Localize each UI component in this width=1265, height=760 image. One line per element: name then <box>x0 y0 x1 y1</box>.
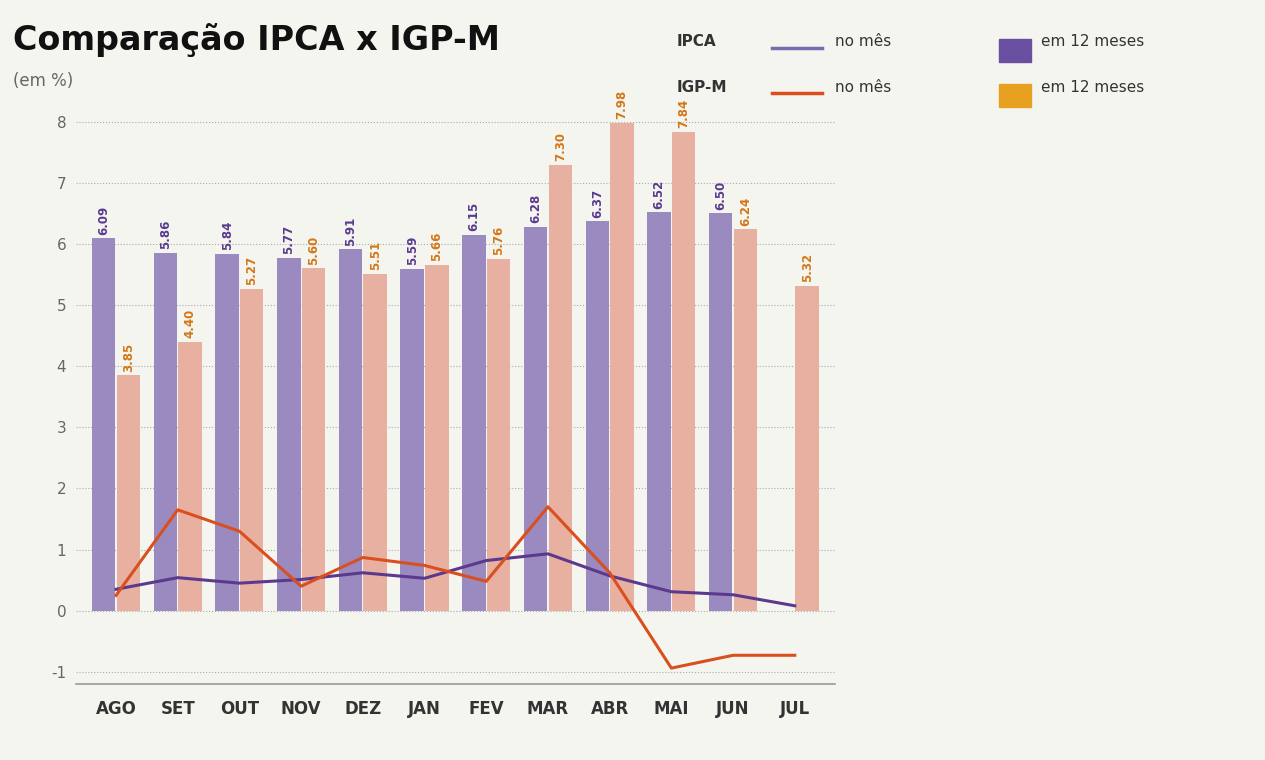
Text: 6.52: 6.52 <box>653 179 665 208</box>
Bar <box>302 268 325 611</box>
Text: 5.77: 5.77 <box>282 225 295 255</box>
Text: 5.27: 5.27 <box>245 256 258 285</box>
Text: 5.32: 5.32 <box>801 253 813 282</box>
Bar <box>425 264 449 611</box>
Text: no mês: no mês <box>835 80 891 95</box>
Text: 6.50: 6.50 <box>715 181 727 210</box>
Text: 4.40: 4.40 <box>183 309 196 338</box>
Bar <box>487 258 510 611</box>
Bar <box>240 289 263 611</box>
Bar <box>363 274 387 611</box>
Text: 6.24: 6.24 <box>739 196 751 226</box>
Text: (em %): (em %) <box>13 72 73 90</box>
Text: Comparação IPCA x IGP-M: Comparação IPCA x IGP-M <box>13 23 500 57</box>
Text: 7.98: 7.98 <box>616 90 629 119</box>
Bar <box>610 123 634 611</box>
Text: 7.30: 7.30 <box>554 132 567 161</box>
Text: 5.66: 5.66 <box>430 232 444 261</box>
Text: 5.51: 5.51 <box>368 241 382 271</box>
Bar <box>672 131 696 611</box>
Text: 6.09: 6.09 <box>97 205 110 235</box>
Text: 6.28: 6.28 <box>529 194 543 223</box>
Text: 5.76: 5.76 <box>492 226 505 255</box>
Text: no mês: no mês <box>835 34 891 49</box>
Bar <box>339 249 362 611</box>
Text: 6.15: 6.15 <box>467 202 481 231</box>
Bar <box>215 254 239 611</box>
Bar <box>648 212 670 611</box>
Bar <box>462 235 486 611</box>
Bar <box>549 164 572 611</box>
Bar <box>178 342 202 611</box>
Text: 5.86: 5.86 <box>159 220 172 249</box>
Bar <box>153 252 177 611</box>
Text: 5.60: 5.60 <box>307 236 320 264</box>
Text: 6.37: 6.37 <box>591 188 603 217</box>
Text: 5.91: 5.91 <box>344 217 357 245</box>
Text: 5.59: 5.59 <box>406 236 419 265</box>
Bar <box>734 230 758 611</box>
Bar <box>524 227 548 611</box>
Bar <box>92 239 115 611</box>
Bar <box>277 258 301 611</box>
Text: IPCA: IPCA <box>677 34 716 49</box>
Bar <box>116 375 140 611</box>
Bar <box>586 221 608 611</box>
Text: 5.84: 5.84 <box>220 220 234 250</box>
Text: IGP-M: IGP-M <box>677 80 727 95</box>
Text: em 12 meses: em 12 meses <box>1041 80 1145 95</box>
Text: 3.85: 3.85 <box>121 343 135 372</box>
Bar <box>796 286 818 611</box>
Text: em 12 meses: em 12 meses <box>1041 34 1145 49</box>
Text: 7.84: 7.84 <box>677 99 691 128</box>
Bar <box>708 214 732 611</box>
Bar <box>401 269 424 611</box>
